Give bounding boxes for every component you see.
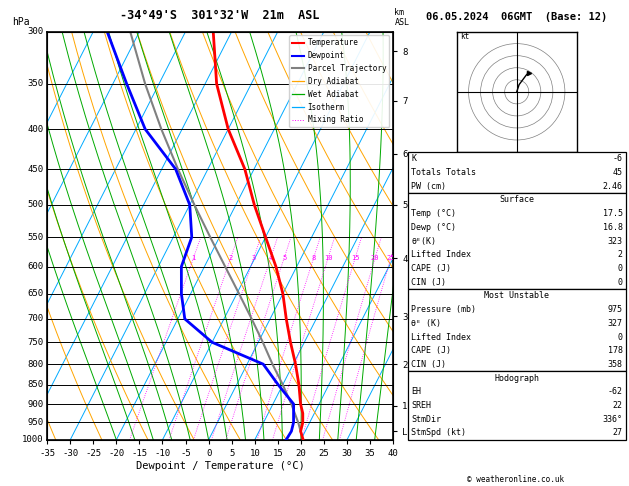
Text: 5: 5 [282,255,286,261]
Text: Dewp (°C): Dewp (°C) [411,223,457,232]
Text: 650: 650 [28,289,44,298]
Text: 900: 900 [28,399,44,409]
Text: 0: 0 [618,278,623,287]
Text: Lifted Index: Lifted Index [411,332,471,342]
Text: 350: 350 [28,79,44,88]
Text: 700: 700 [28,314,44,323]
Text: 4: 4 [269,255,273,261]
Text: θᴱ(K): θᴱ(K) [411,237,437,245]
Text: 2.46: 2.46 [603,182,623,191]
Text: 25: 25 [387,255,395,261]
Text: 323: 323 [608,237,623,245]
Text: 327: 327 [608,319,623,328]
Text: CAPE (J): CAPE (J) [411,346,452,355]
Text: θᴱ (K): θᴱ (K) [411,319,442,328]
Text: 0: 0 [618,332,623,342]
Text: 600: 600 [28,262,44,271]
Text: 336°: 336° [603,415,623,424]
Text: 17.5: 17.5 [603,209,623,218]
Text: 550: 550 [28,233,44,242]
Text: SREH: SREH [411,401,431,410]
Text: kt: kt [460,32,469,41]
Text: 16.8: 16.8 [603,223,623,232]
Text: 10: 10 [324,255,332,261]
Text: Lifted Index: Lifted Index [411,250,471,260]
Text: -34°49'S  301°32'W  21m  ASL: -34°49'S 301°32'W 21m ASL [120,9,320,22]
Text: 2: 2 [228,255,233,261]
Text: 178: 178 [608,346,623,355]
Text: Totals Totals: Totals Totals [411,168,476,177]
Text: 15: 15 [351,255,359,261]
Text: Temp (°C): Temp (°C) [411,209,457,218]
Text: km
ASL: km ASL [394,8,409,27]
Text: EH: EH [411,387,421,397]
Text: 2: 2 [618,250,623,260]
Text: 800: 800 [28,360,44,369]
Text: 750: 750 [28,338,44,347]
Text: Surface: Surface [499,195,534,205]
Text: 450: 450 [28,165,44,174]
Text: 0: 0 [618,264,623,273]
Text: 1000: 1000 [22,435,44,444]
Text: 500: 500 [28,200,44,209]
Text: StmDir: StmDir [411,415,442,424]
Text: StmSpd (kt): StmSpd (kt) [411,429,466,437]
Text: 850: 850 [28,380,44,389]
Text: 1: 1 [191,255,196,261]
Text: 975: 975 [608,305,623,314]
Text: 3: 3 [252,255,256,261]
Text: hPa: hPa [13,17,30,27]
Text: Most Unstable: Most Unstable [484,292,549,300]
Text: -62: -62 [608,387,623,397]
Text: 20: 20 [371,255,379,261]
Text: 45: 45 [613,168,623,177]
Text: CAPE (J): CAPE (J) [411,264,452,273]
X-axis label: Dewpoint / Temperature (°C): Dewpoint / Temperature (°C) [136,461,304,470]
Text: 22: 22 [613,401,623,410]
Text: 06.05.2024  06GMT  (Base: 12): 06.05.2024 06GMT (Base: 12) [426,12,608,22]
Text: Hodograph: Hodograph [494,374,539,382]
Text: 8: 8 [311,255,316,261]
Text: Pressure (mb): Pressure (mb) [411,305,476,314]
Legend: Temperature, Dewpoint, Parcel Trajectory, Dry Adiabat, Wet Adiabat, Isotherm, Mi: Temperature, Dewpoint, Parcel Trajectory… [289,35,389,127]
Text: © weatheronline.co.uk: © weatheronline.co.uk [467,474,564,484]
Text: -6: -6 [613,155,623,163]
Text: 358: 358 [608,360,623,369]
Text: 27: 27 [613,429,623,437]
Text: PW (cm): PW (cm) [411,182,447,191]
Text: 300: 300 [28,27,44,36]
Text: 950: 950 [28,418,44,427]
Text: K: K [411,155,416,163]
Text: CIN (J): CIN (J) [411,360,447,369]
Text: Mixing Ratio (g/kg): Mixing Ratio (g/kg) [423,185,432,287]
Text: CIN (J): CIN (J) [411,278,447,287]
Text: 400: 400 [28,124,44,134]
